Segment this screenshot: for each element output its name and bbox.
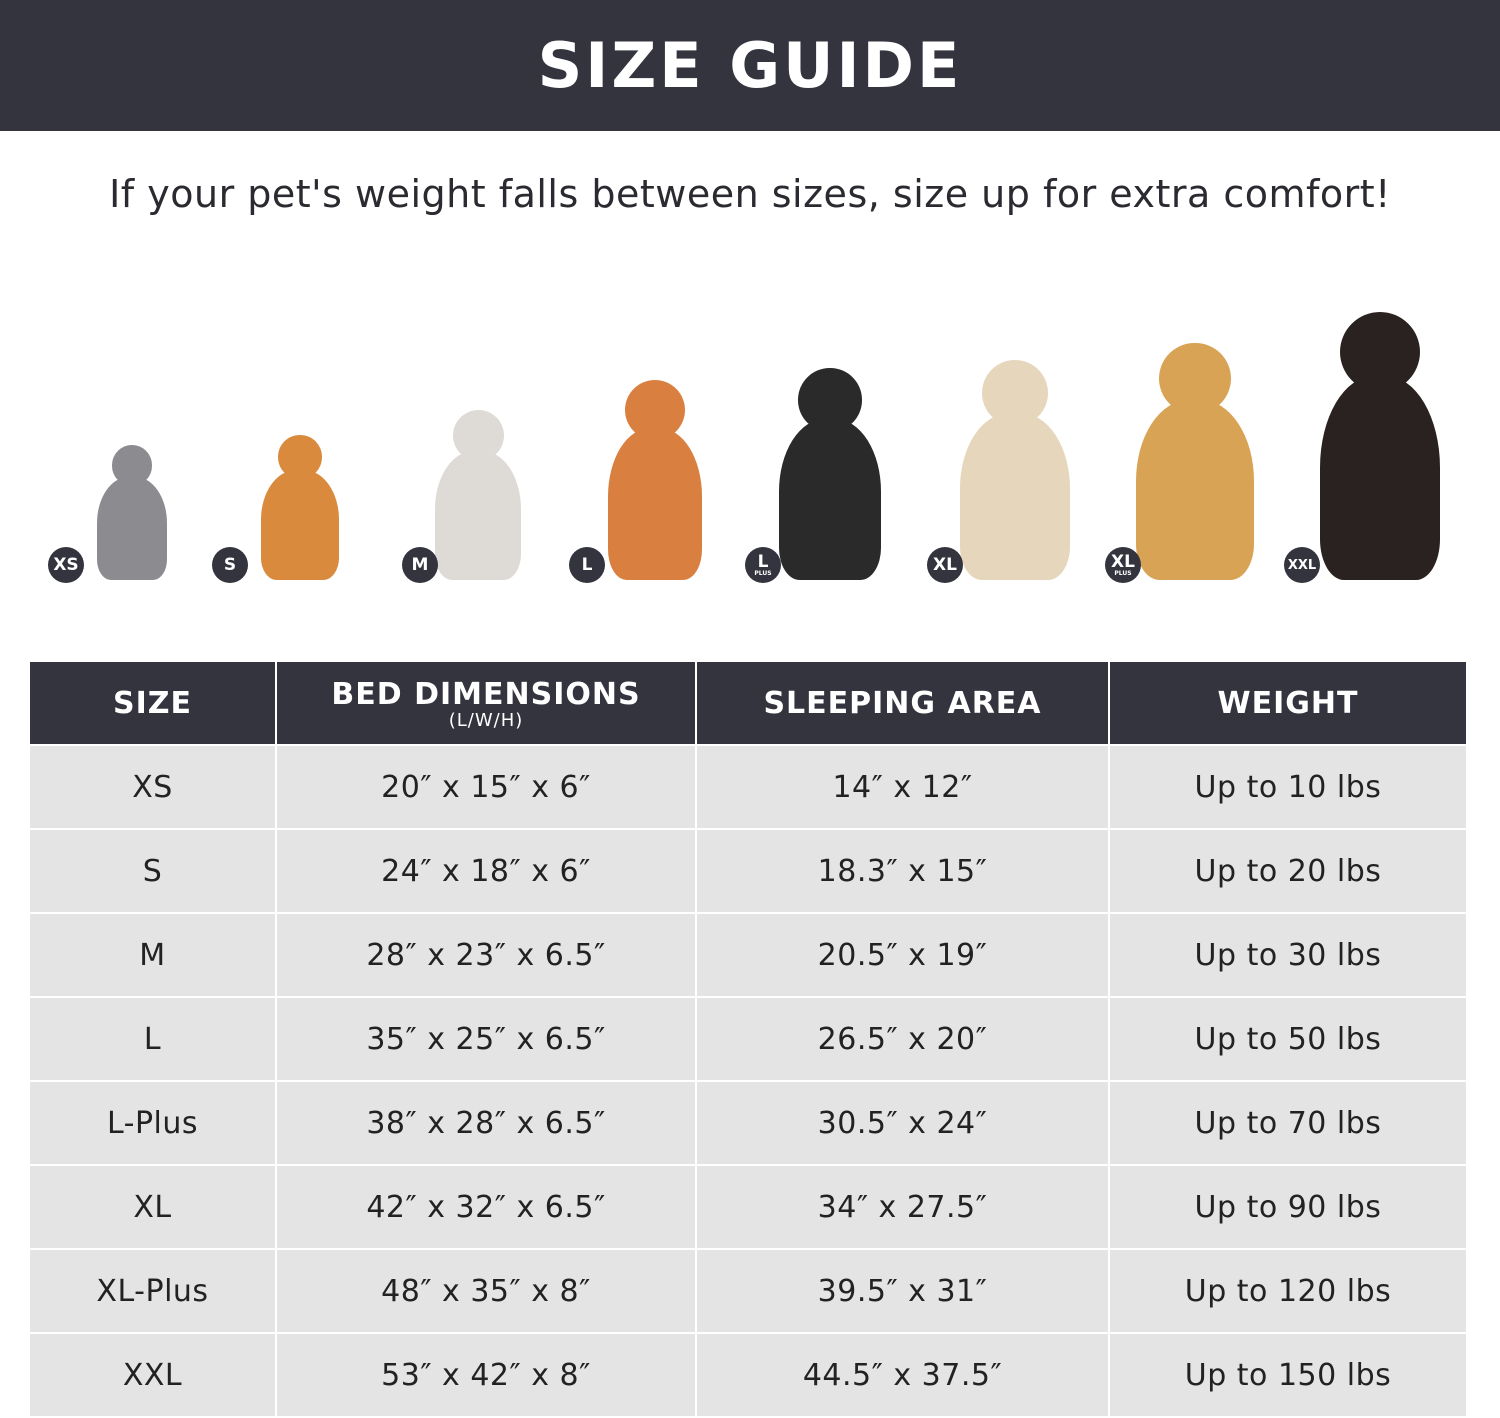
table-cell: Up to 120 lbs xyxy=(1110,1250,1466,1332)
table-cell: L-Plus xyxy=(30,1082,275,1164)
table-cell: S xyxy=(30,830,275,912)
table-row: XL-Plus 48″ x 35″ x 8″ 39.5″ x 31″ Up to 12… xyxy=(30,1250,1466,1332)
size-badge: S xyxy=(212,547,248,583)
table-row: L-Plus 38″ x 28″ x 6.5″ 30.5″ x 24″ Up to 7… xyxy=(30,1082,1466,1164)
table-cell: M xyxy=(30,914,275,996)
size-badge: XS xyxy=(48,547,84,583)
pet-doberman xyxy=(1320,312,1440,580)
table-cell: Up to 30 lbs xyxy=(1110,914,1466,996)
size-badge: L xyxy=(569,547,605,583)
pet-body xyxy=(435,450,521,580)
header-bed-dimensions: BED DIMENSIONS (L/W/H) xyxy=(277,662,695,744)
badge-label: L xyxy=(581,554,593,575)
table-cell: 34″ x 27.5″ xyxy=(697,1166,1108,1248)
pet-golden-retriever xyxy=(1136,343,1254,580)
badge-label: L xyxy=(757,551,769,572)
pet-body xyxy=(960,412,1070,580)
table-row: L 35″ x 25″ x 6.5″ 26.5″ x 20″ Up to 50 lbs xyxy=(30,998,1466,1080)
header-size: SIZE xyxy=(30,662,275,744)
subtitle: If your pet's weight falls between sizes… xyxy=(109,172,1391,216)
table-cell: Up to 50 lbs xyxy=(1110,998,1466,1080)
header-weight: WEIGHT xyxy=(1110,662,1466,744)
table-cell: 20″ x 15″ x 6″ xyxy=(277,746,695,828)
table-cell: 24″ x 18″ x 6″ xyxy=(277,830,695,912)
table-cell: 20.5″ x 19″ xyxy=(697,914,1108,996)
pet-pomeranian xyxy=(261,435,339,580)
page-title: SIZE GUIDE xyxy=(537,29,963,102)
pet-body xyxy=(97,477,167,580)
pet-french-bulldog xyxy=(435,410,521,580)
size-table: SIZE BED DIMENSIONS (L/W/H) SLEEPING AREA… xyxy=(28,660,1468,1418)
table-cell: 28″ x 23″ x 6.5″ xyxy=(277,914,695,996)
table-cell: Up to 10 lbs xyxy=(1110,746,1466,828)
table-row: M 28″ x 23″ x 6.5″ 20.5″ x 19″ Up to 30 lbs xyxy=(30,914,1466,996)
table-cell: Up to 90 lbs xyxy=(1110,1166,1466,1248)
size-badge: L PLUS xyxy=(745,547,781,583)
pet-body xyxy=(1320,376,1440,580)
table-cell: 53″ x 42″ x 8″ xyxy=(277,1334,695,1416)
table-cell: Up to 150 lbs xyxy=(1110,1334,1466,1416)
size-badge: M xyxy=(402,547,438,583)
table-cell: 48″ x 35″ x 8″ xyxy=(277,1250,695,1332)
pet-border-collie xyxy=(779,368,881,580)
size-badge: XL PLUS xyxy=(1105,547,1141,583)
table-cell: 35″ x 25″ x 6.5″ xyxy=(277,998,695,1080)
size-badge: XXL xyxy=(1284,547,1320,583)
pet-body xyxy=(1136,399,1254,580)
badge-label: XL xyxy=(933,554,957,575)
pet-shiba-inu xyxy=(608,380,702,580)
badge-label: M xyxy=(411,554,429,575)
pet-labrador xyxy=(960,360,1070,580)
badge-label: XS xyxy=(53,554,79,575)
table-cell: 26.5″ x 20″ xyxy=(697,998,1108,1080)
table-row: XXL 53″ x 42″ x 8″ 44.5″ x 37.5″ Up to 150 … xyxy=(30,1334,1466,1416)
table-cell: XL xyxy=(30,1166,275,1248)
table-cell: Up to 70 lbs xyxy=(1110,1082,1466,1164)
table-cell: 30.5″ x 24″ xyxy=(697,1082,1108,1164)
pet-body xyxy=(779,418,881,580)
table-cell: 14″ x 12″ xyxy=(697,746,1108,828)
header-sleeping-area: SLEEPING AREA xyxy=(697,662,1108,744)
badge-plus: PLUS xyxy=(754,569,772,577)
pet-body xyxy=(608,428,702,580)
table-cell: 38″ x 28″ x 6.5″ xyxy=(277,1082,695,1164)
table-cell: 39.5″ x 31″ xyxy=(697,1250,1108,1332)
pet-body xyxy=(261,469,339,580)
badge-label: S xyxy=(223,554,237,575)
table-cell: 18.3″ x 15″ xyxy=(697,830,1108,912)
header-label: BED DIMENSIONS xyxy=(331,676,641,712)
table-cell: L xyxy=(30,998,275,1080)
table-cell: XXL xyxy=(30,1334,275,1416)
badge-label: XL xyxy=(1111,551,1135,572)
table-cell: 44.5″ x 37.5″ xyxy=(697,1334,1108,1416)
table-row: S 24″ x 18″ x 6″ 18.3″ x 15″ Up to 20 lbs xyxy=(30,830,1466,912)
table-cell: XL-Plus xyxy=(30,1250,275,1332)
table-row: XS 20″ x 15″ x 6″ 14″ x 12″ Up to 10 lbs xyxy=(30,746,1466,828)
table-cell: Up to 20 lbs xyxy=(1110,830,1466,912)
size-badge: XL xyxy=(927,547,963,583)
table-cell: 42″ x 32″ x 6.5″ xyxy=(277,1166,695,1248)
title-banner: SIZE GUIDE xyxy=(0,0,1500,131)
header-sub: (L/W/H) xyxy=(448,709,524,731)
badge-plus: PLUS xyxy=(1114,569,1132,577)
badge-label: XXL xyxy=(1287,557,1317,573)
pet-cat xyxy=(97,445,167,580)
table-cell: XS xyxy=(30,746,275,828)
table-row: XL 42″ x 32″ x 6.5″ 34″ x 27.5″ Up to 90 lb… xyxy=(30,1166,1466,1248)
